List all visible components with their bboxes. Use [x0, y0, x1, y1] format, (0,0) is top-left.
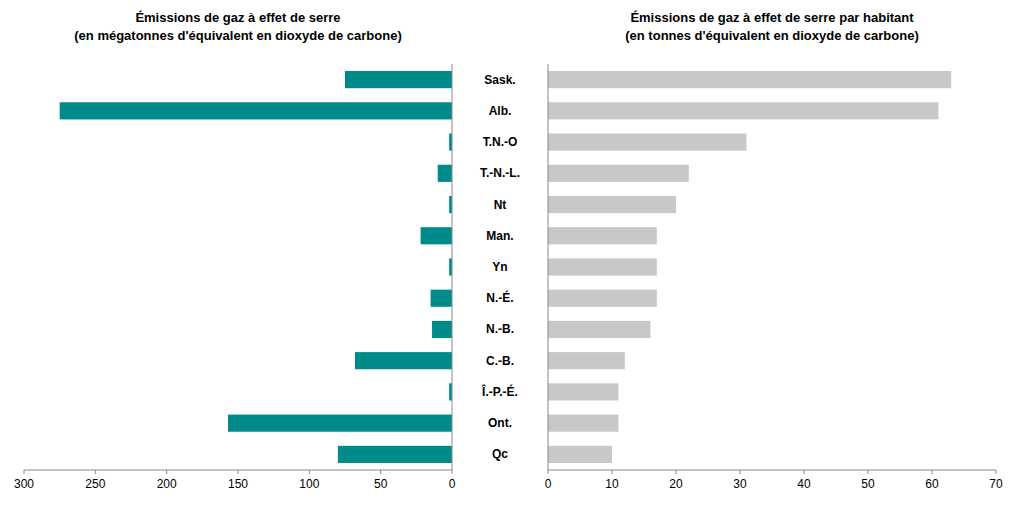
x-tick-label: 70 — [989, 477, 1003, 491]
x-tick-label: 200 — [157, 477, 177, 491]
bar — [431, 290, 452, 307]
x-tick — [612, 470, 613, 474]
x-tick — [238, 470, 239, 474]
zero-line — [548, 64, 549, 470]
category-label: Qc — [492, 447, 508, 461]
x-tick-label: 150 — [228, 477, 248, 491]
chart-container: Émissions de gaz à effet de serre (en még… — [0, 0, 1024, 518]
x-tick — [868, 470, 869, 474]
bar — [548, 383, 618, 400]
category-label: Nt — [494, 198, 507, 212]
bar — [548, 133, 746, 150]
bar — [548, 102, 938, 119]
x-tick-label: 100 — [299, 477, 319, 491]
x-tick-label: 0 — [545, 477, 552, 491]
category-label: Î.-P.-É. — [481, 384, 518, 399]
x-tick — [166, 470, 167, 474]
bar — [548, 352, 625, 369]
panel-title: Émissions de gaz à effet de serre — [135, 10, 340, 25]
x-axis-line — [548, 470, 996, 471]
x-tick-label: 50 — [861, 477, 875, 491]
category-label: N.-B. — [486, 322, 514, 336]
category-label: Alb. — [489, 104, 512, 118]
bar — [548, 196, 676, 213]
x-tick-label: 20 — [669, 477, 683, 491]
x-tick-label: 0 — [449, 477, 456, 491]
x-tick-label: 300 — [14, 477, 34, 491]
chart-svg: Émissions de gaz à effet de serre (en még… — [0, 0, 1024, 518]
bars — [60, 71, 452, 463]
bar — [421, 227, 452, 244]
x-tick — [24, 470, 25, 474]
x-tick — [95, 470, 96, 474]
bar — [548, 446, 612, 463]
bar — [228, 415, 452, 432]
zero-line — [452, 64, 453, 470]
x-tick — [740, 470, 741, 474]
bar — [355, 352, 452, 369]
x-tick — [380, 470, 381, 474]
bar — [438, 165, 452, 182]
bar — [548, 165, 689, 182]
x-tick-label: 60 — [925, 477, 939, 491]
bar — [432, 321, 452, 338]
x-tick-label: 50 — [374, 477, 388, 491]
bar — [345, 71, 452, 88]
bar — [338, 446, 452, 463]
x-tick-label: 40 — [797, 477, 811, 491]
x-tick — [676, 470, 677, 474]
x-tick-label: 10 — [605, 477, 619, 491]
x-tick — [932, 470, 933, 474]
category-label: Man. — [486, 229, 513, 243]
category-label: Ont. — [488, 416, 512, 430]
x-tick — [309, 470, 310, 474]
bar — [548, 415, 618, 432]
x-tick-label: 30 — [733, 477, 747, 491]
panel-subtitle: (en tonnes d'équivalent en dioxyde de ca… — [625, 28, 918, 43]
category-label: T.N.-O — [483, 135, 518, 149]
category-label: T.-N.-L. — [480, 166, 520, 180]
x-tick-label: 250 — [85, 477, 105, 491]
category-label: Sask. — [484, 73, 515, 87]
x-tick — [452, 470, 453, 474]
bar — [548, 227, 657, 244]
panel-title: Émissions de gaz à effet de serre par ha… — [630, 10, 914, 25]
bar — [548, 321, 650, 338]
bar — [60, 102, 452, 119]
bars — [548, 71, 951, 463]
bar — [548, 290, 657, 307]
panel-subtitle: (en mégatonnes d'équivalent en dioxyde d… — [74, 28, 401, 43]
bar — [548, 71, 951, 88]
x-tick — [996, 470, 997, 474]
category-label: C.-B. — [486, 354, 514, 368]
category-label: N.-É. — [486, 290, 513, 305]
category-label: Yn — [492, 260, 507, 274]
x-tick — [548, 470, 549, 474]
x-tick — [804, 470, 805, 474]
bar — [548, 258, 657, 275]
